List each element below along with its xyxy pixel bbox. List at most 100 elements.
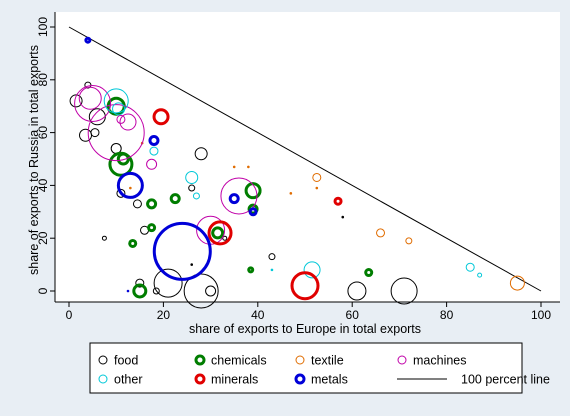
food-point [188,184,196,192]
x-tick-label: 60 [346,308,360,322]
axes-layer: 0 20 40 60 80 100 0 20 40 60 80 100 [36,12,560,322]
other-point [303,261,321,279]
x-tick-label: 100 [531,308,551,322]
textile-point [289,192,293,195]
metals-point [152,221,212,281]
metals-point [228,193,240,205]
legend-label: machines [413,354,467,368]
legend-circle-symbol [294,373,306,385]
chemicals-point [247,203,259,215]
legend-item-chemicals: chemicals [194,354,267,368]
textile-point [509,275,525,291]
legend-label: food [114,354,138,368]
metals-point [116,171,144,199]
food-point [347,281,367,301]
y-tick-label: 80 [36,73,50,87]
y-tick-label: 100 [36,17,50,37]
food-point [135,278,145,288]
other-point [270,268,274,272]
y-tick-label: 0 [36,287,50,294]
food-point [268,253,276,261]
textile-point [376,228,386,238]
legend-item-food: food [98,354,138,368]
food-point [152,287,160,295]
legend-label: 100 percent line [461,373,550,387]
other-point [112,102,126,116]
chemicals-point [132,283,148,299]
legend-label: chemicals [211,354,267,368]
series-minerals [152,108,343,301]
legend-label: minerals [211,373,258,387]
textile-point [129,186,132,190]
minerals-point [290,271,320,301]
machines-point [116,114,126,124]
series-machines [74,85,258,245]
food-point [341,215,345,219]
y-tick-label: 60 [36,126,50,140]
chemicals-point [211,226,225,240]
chemicals-point [116,152,130,166]
x-axis-label: share of exports to Europe in total expo… [189,322,421,336]
textile-point [315,186,319,190]
legend-item-metals: metals [294,373,348,387]
x-tick-label: 40 [251,308,265,322]
legend-item-minerals: minerals [194,373,258,387]
series-textile [129,141,525,291]
food-point [153,268,183,298]
y-tick-label: 40 [36,178,50,192]
chemicals-point [247,266,255,274]
legend-circle-symbol [98,355,108,365]
food-point [116,188,126,198]
chemicals-point [147,223,157,233]
y-axis-label: share of exports to Russia in total expo… [27,45,41,275]
machines-point [220,177,258,215]
other-point [192,192,200,200]
machines-point [119,113,137,131]
legend-item-machines: machines [397,354,467,368]
legend-circle-symbol [194,373,206,385]
chemicals-point [146,198,158,210]
food-point [194,147,208,161]
other-point [465,262,475,272]
metals-point [126,289,130,293]
chemicals-point [128,238,138,248]
chemicals-point [169,193,181,205]
textile-point [232,165,236,169]
legend-item-other: other [98,373,143,387]
food-point [84,81,92,89]
minerals-point [333,196,343,206]
machines-point [78,86,102,110]
minerals-point [207,220,233,246]
x-tick-label: 80 [440,308,454,322]
food-point [132,199,142,209]
food-point [101,235,107,241]
legend-item-line: 100 percent line [397,373,550,387]
x-tick-label: 0 [66,308,73,322]
legend-items: food chemicals textile machines other mineral… [98,354,550,387]
food-point [205,285,217,297]
machines-point [146,158,158,170]
other-point [477,272,483,278]
legend: food chemicals textile machines other mineral… [89,342,550,394]
legend-item-textile: textile [295,354,344,368]
other-point [103,88,129,114]
metals-point [84,36,92,44]
textile-point [247,165,250,169]
legend-circle-symbol [295,355,305,365]
legend-label: textile [311,354,344,368]
x-tick-label: 20 [157,308,171,322]
legend-circle-symbol [98,374,108,384]
chemicals-point [364,268,374,278]
series-metals [84,36,258,293]
food-point [390,277,418,305]
food-point [69,94,83,108]
food-point [79,128,93,142]
machines-point [87,104,145,162]
metals-point [248,207,258,217]
plot-area [55,12,560,302]
legend-box [89,342,523,394]
machines-point [74,85,112,123]
legend-circle-symbol [194,354,206,366]
other-point [149,146,159,156]
